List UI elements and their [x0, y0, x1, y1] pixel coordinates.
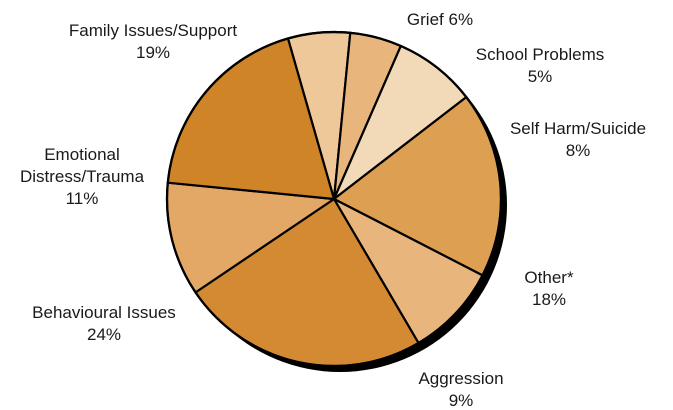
slice-label-line: Grief 6% [407, 10, 473, 29]
slice-label-line: Other* [524, 268, 574, 287]
slice-label-line: School Problems [476, 45, 605, 64]
slice-label-0: Grief 6% [407, 10, 473, 29]
slice-label-line: Behavioural Issues [32, 303, 176, 322]
slice-label-6: Emotional Distress/Trauma 11% [20, 145, 145, 208]
slice-label-line: 8% [566, 141, 591, 160]
slice-label-line: Distress/Trauma [20, 167, 145, 186]
slice-label-4: Aggression 9% [418, 369, 503, 410]
slice-label-line: 11% [66, 189, 99, 208]
slice-label-line: 18% [532, 290, 566, 309]
pie-slices [167, 32, 501, 366]
slice-label-line: 19% [136, 43, 170, 62]
slice-label-2: Self Harm/Suicide 8% [510, 119, 646, 160]
slice-label-5: Behavioural Issues 24% [32, 303, 176, 344]
slice-label-line: Emotional [44, 145, 120, 164]
slice-label-line: 24% [87, 325, 121, 344]
slice-label-7: Family Issues/Support 19% [69, 21, 237, 62]
slice-label-line: Self Harm/Suicide [510, 119, 646, 138]
slice-label-line: Aggression [418, 369, 503, 388]
slice-label-line: 5% [528, 67, 553, 86]
slice-label-line: 9% [449, 391, 474, 410]
slice-label-line: Family Issues/Support [69, 21, 237, 40]
slice-label-3: Other* 18% [524, 268, 574, 309]
slice-label-1: School Problems 5% [476, 45, 605, 86]
